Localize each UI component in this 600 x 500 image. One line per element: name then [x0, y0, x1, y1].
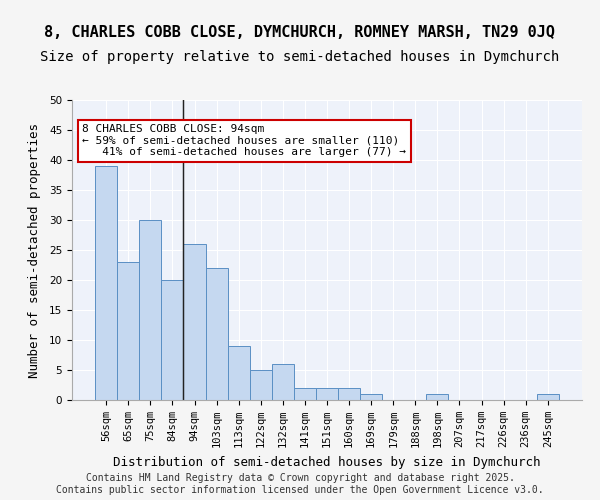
Bar — [227, 346, 250, 400]
Bar — [537, 394, 559, 400]
Y-axis label: Number of semi-detached properties: Number of semi-detached properties — [28, 122, 41, 378]
Bar — [184, 244, 206, 400]
Bar — [338, 388, 360, 400]
Bar — [272, 364, 294, 400]
Bar — [117, 262, 139, 400]
Bar — [250, 370, 272, 400]
Text: Contains HM Land Registry data © Crown copyright and database right 2025.
Contai: Contains HM Land Registry data © Crown c… — [56, 474, 544, 495]
Bar — [316, 388, 338, 400]
X-axis label: Distribution of semi-detached houses by size in Dymchurch: Distribution of semi-detached houses by … — [113, 456, 541, 468]
Bar — [95, 166, 117, 400]
Text: Size of property relative to semi-detached houses in Dymchurch: Size of property relative to semi-detach… — [40, 50, 560, 64]
Bar — [161, 280, 184, 400]
Bar — [139, 220, 161, 400]
Bar — [206, 268, 227, 400]
Bar — [294, 388, 316, 400]
Bar — [360, 394, 382, 400]
Text: 8, CHARLES COBB CLOSE, DYMCHURCH, ROMNEY MARSH, TN29 0JQ: 8, CHARLES COBB CLOSE, DYMCHURCH, ROMNEY… — [44, 25, 556, 40]
Text: 8 CHARLES COBB CLOSE: 94sqm
← 59% of semi-detached houses are smaller (110)
   4: 8 CHARLES COBB CLOSE: 94sqm ← 59% of sem… — [82, 124, 406, 157]
Bar — [427, 394, 448, 400]
